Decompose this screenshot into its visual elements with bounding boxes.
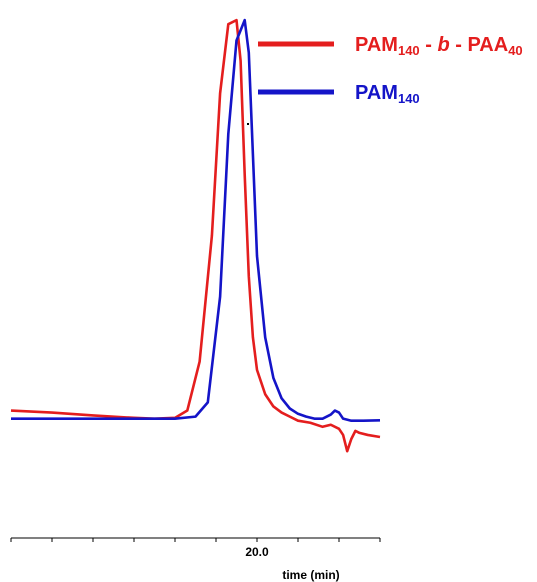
series-line-1	[10, 18, 381, 453]
x-axis-label: time (min)	[282, 568, 339, 582]
legend-label-1: PAM140 - b - PAA40	[355, 34, 523, 58]
stray-dot	[247, 123, 249, 125]
legend: PAM140 - b - PAA40 PAM140	[247, 34, 523, 125]
x-ticks: 20.0	[10, 538, 381, 559]
legend-label-2: PAM140	[355, 82, 420, 106]
series-layer	[10, 18, 381, 453]
series-line-2	[11, 18, 381, 422]
x-tick-label: 20.0	[245, 545, 269, 559]
